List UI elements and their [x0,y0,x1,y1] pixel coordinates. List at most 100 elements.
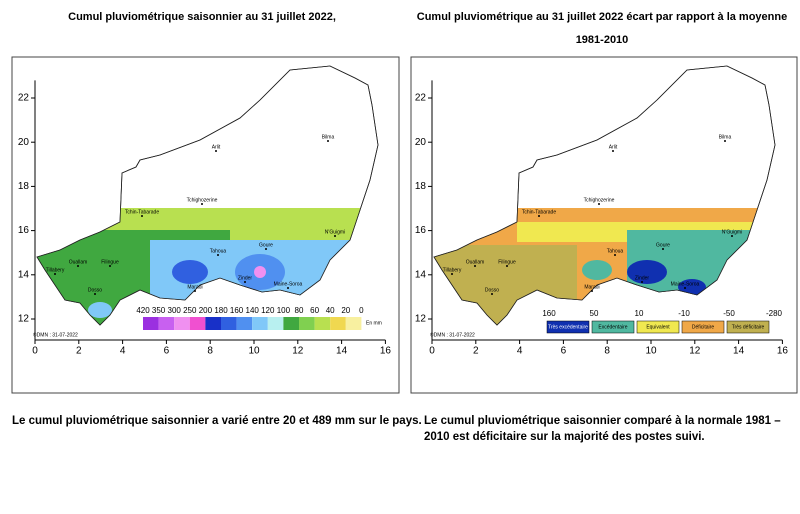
place-dot [474,265,476,267]
map-title: Cumul pluviométrique au 31 juillet 2022 … [417,11,787,23]
place-dot [662,248,664,250]
place-label: Tchighozerine [584,197,615,203]
y-tick-label: 14 [18,269,30,280]
place-dot [598,203,600,205]
legend-class: Excédentaire [598,324,627,330]
legend-swatch [726,320,770,334]
place-label: Zinder [635,275,650,281]
map-title: Cumul pluviométrique saisonnier au 31 ju… [68,11,336,23]
legend-label: 300 [168,306,182,315]
legend-label: 250 [183,306,197,315]
x-tick-label: 4 [120,346,126,357]
legend-label: 50 [590,309,599,318]
place-dot [287,287,289,289]
place-dot [591,290,593,292]
rain-zone [88,302,112,318]
legend-label: 350 [152,306,166,315]
place-label: Filingue [101,259,119,265]
y-tick-label: 20 [18,137,30,148]
rain-zone [678,279,706,295]
place-dot [244,281,246,283]
place-label: N'Guigmi [325,229,345,235]
legend-class: Très excédentaire [548,324,588,330]
place-label: Ouallam [466,259,485,265]
legend-swatch [636,320,680,334]
place-label: Arlit [609,144,618,150]
caption: Le cumul pluviométrique saisonnier compa… [424,415,781,427]
place-dot [327,140,329,142]
place-dot [538,215,540,217]
place-label: Dosso [88,287,102,293]
legend-label: 140 [246,306,260,315]
x-tick-label: 2 [76,346,82,357]
place-label: Arlit [212,144,221,150]
legend-label: -280 [766,309,783,318]
x-tick-label: 10 [248,346,260,357]
place-dot [265,248,267,250]
y-tick-label: 14 [415,269,427,280]
rain-zone [172,260,208,284]
y-tick-label: 16 [18,225,30,236]
place-label: Maine-Soroa [274,281,303,287]
y-tick-label: 18 [18,181,30,192]
place-label: Tahoua [607,248,624,254]
x-tick-label: 10 [645,346,657,357]
place-label: Maine-Soroa [671,281,700,287]
x-tick-label: 0 [32,346,38,357]
place-label: Tchighozerine [187,197,218,203]
legend-swatch [221,317,237,330]
place-dot [491,293,493,295]
place-label: Bilma [719,134,732,140]
legend-label: 40 [326,306,335,315]
place-dot [201,203,203,205]
place-label: Tillabery [46,267,65,273]
legend-label: 420 [136,306,150,315]
rain-zone [582,260,612,280]
place-label: Zinder [238,275,253,281]
legend-label: 120 [261,306,275,315]
legend-label: 60 [310,306,319,315]
country-border [433,65,776,326]
place-dot [109,265,111,267]
place-label: Goure [259,242,273,248]
legend-label: 80 [295,306,304,315]
place-dot [506,265,508,267]
x-tick-label: 6 [561,346,567,357]
legend-swatch [314,317,331,330]
x-tick-label: 4 [517,346,523,357]
place-dot [54,273,56,275]
y-tick-label: 22 [18,93,30,104]
place-label: N'Guigmi [722,229,742,235]
x-tick-label: 16 [777,346,789,357]
credit: ©DMN : 31-07-2022 [430,331,475,338]
legend-swatch [299,317,315,330]
place-dot [724,140,726,142]
legend-swatch [267,317,284,330]
legend-label: 20 [341,306,350,315]
y-tick-label: 12 [18,314,30,325]
y-tick-label: 16 [415,225,427,236]
x-tick-label: 6 [164,346,170,357]
place-dot [215,150,217,152]
x-tick-label: 14 [733,346,745,357]
place-label: Ouallam [69,259,88,265]
legend-unit: En mm [366,320,382,326]
legend-label: -10 [678,309,690,318]
x-tick-label: 8 [604,346,610,357]
legend-label: 0 [359,306,364,315]
legend-swatch [546,320,590,334]
x-tick-label: 8 [207,346,213,357]
place-dot [641,281,643,283]
x-tick-label: 0 [429,346,435,357]
legend-swatch [189,317,206,330]
legend-label: 160 [542,309,556,318]
x-tick-label: 12 [689,346,701,357]
place-label: Maradi [584,284,599,290]
legend-label: 200 [199,306,213,315]
caption: Le cumul pluviométrique saisonnier a var… [12,415,422,427]
legend-class: Très déficitaire [732,324,765,330]
y-tick-label: 18 [415,181,427,192]
legend-label: 100 [277,306,291,315]
y-tick-label: 12 [415,314,427,325]
